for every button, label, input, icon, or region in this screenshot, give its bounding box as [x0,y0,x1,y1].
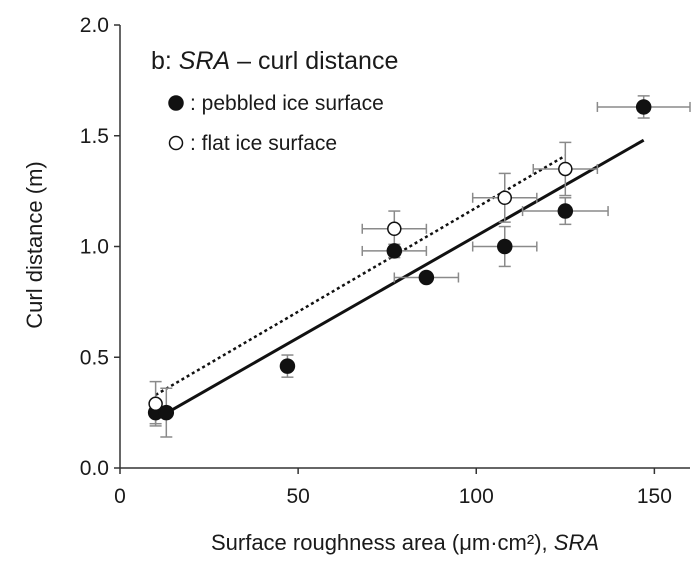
point-flat [497,190,512,206]
legend-label-flat: : flat ice surface [190,132,337,155]
y-tick-label: 0.5 [80,346,109,369]
point-flat [558,161,573,177]
point-pebbled [635,99,652,115]
x-tick-label: 0 [114,485,126,508]
point-pebbled [497,238,513,255]
x-tick-label: 50 [286,485,309,508]
point-pebbled [557,203,574,219]
legend: : pebbled ice surface : flat ice surface [168,92,384,155]
y-axis-title: Curl distance (m) [22,161,47,328]
axes: 0.0 0.5 1.0 1.5 2.0 0 50 100 150 [80,14,690,508]
point-flat [148,396,163,412]
point-pebbled [386,243,403,259]
y-tick-label: 1.0 [80,236,109,259]
legend-marker-flat [168,135,184,151]
fit-line-flat [154,154,566,396]
chart-title: b: SRA – curl distance [151,47,398,75]
point-flat [387,221,402,237]
y-tick-label: 2.0 [80,14,109,37]
x-tick-label: 150 [637,485,672,508]
x-axis-title: Surface roughness area (μm·cm²), SRA [211,530,599,555]
point-pebbled [279,358,296,374]
legend-label-pebbled: : pebbled ice surface [190,92,384,115]
y-tick-label: 1.5 [80,125,109,148]
data-points [147,99,652,421]
y-tick-label: 0.0 [80,457,109,480]
x-tick-label: 100 [459,485,494,508]
point-pebbled [418,269,435,286]
fit-lines [154,138,645,421]
legend-marker-pebbled [168,95,184,111]
fit-line-pebbled [154,138,645,421]
point-pebbled [158,404,175,421]
